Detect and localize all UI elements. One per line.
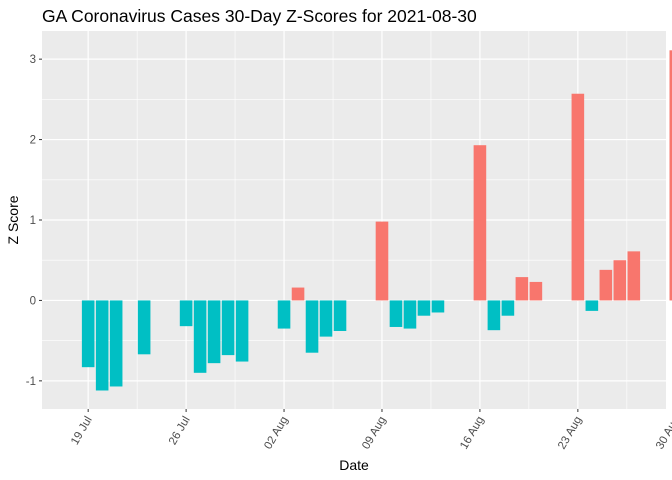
bar-2021-08-30 (669, 50, 672, 301)
bar-2021-07-21 (109, 300, 123, 387)
bar-2021-08-06 (333, 300, 347, 331)
bar-2021-08-02 (277, 300, 291, 329)
bar-2021-08-10 (389, 300, 403, 327)
bar-2021-07-20 (95, 300, 109, 391)
y-axis-title: Z Score (5, 195, 21, 244)
y-tick-label: 0 (30, 295, 36, 307)
x-axis-title: Date (339, 457, 369, 473)
bar-2021-08-17 (487, 300, 501, 331)
y-tick-label: 2 (30, 135, 36, 147)
bar-2021-07-29 (221, 300, 235, 356)
bar-2021-07-23 (137, 300, 151, 355)
bar-2021-08-25 (599, 269, 613, 301)
bar-2021-08-24 (585, 300, 599, 311)
bar-2021-07-19 (81, 300, 95, 368)
bar-2021-08-26 (613, 260, 627, 301)
bar-2021-08-19 (515, 277, 529, 301)
bar-2021-07-27 (193, 300, 207, 373)
bar-2021-08-18 (501, 300, 515, 316)
y-axis: -1 0 1 2 3 (26, 54, 42, 388)
bar-2021-07-26 (179, 300, 193, 327)
y-tick-label: -1 (26, 376, 36, 388)
bar-2021-08-03 (291, 287, 305, 301)
bar-2021-08-05 (319, 300, 333, 337)
chart-title: GA Coronavirus Cases 30-Day Z-Scores for… (42, 6, 477, 26)
y-tick-label: 1 (30, 215, 36, 227)
bar-2021-08-13 (431, 300, 445, 313)
bars-group (81, 50, 672, 391)
bar-2021-08-12 (417, 300, 431, 316)
bar-2021-08-23 (571, 93, 585, 301)
bar-2021-08-27 (627, 251, 641, 301)
bar-2021-07-28 (207, 300, 221, 364)
y-tick-label: 3 (30, 54, 36, 66)
bar-2021-08-16 (473, 145, 487, 301)
bar-2021-08-20 (529, 281, 543, 301)
bar-2021-08-11 (403, 300, 417, 329)
bar-2021-08-04 (305, 300, 319, 353)
bar-2021-07-30 (235, 300, 249, 362)
bar-2021-08-09 (375, 221, 389, 301)
